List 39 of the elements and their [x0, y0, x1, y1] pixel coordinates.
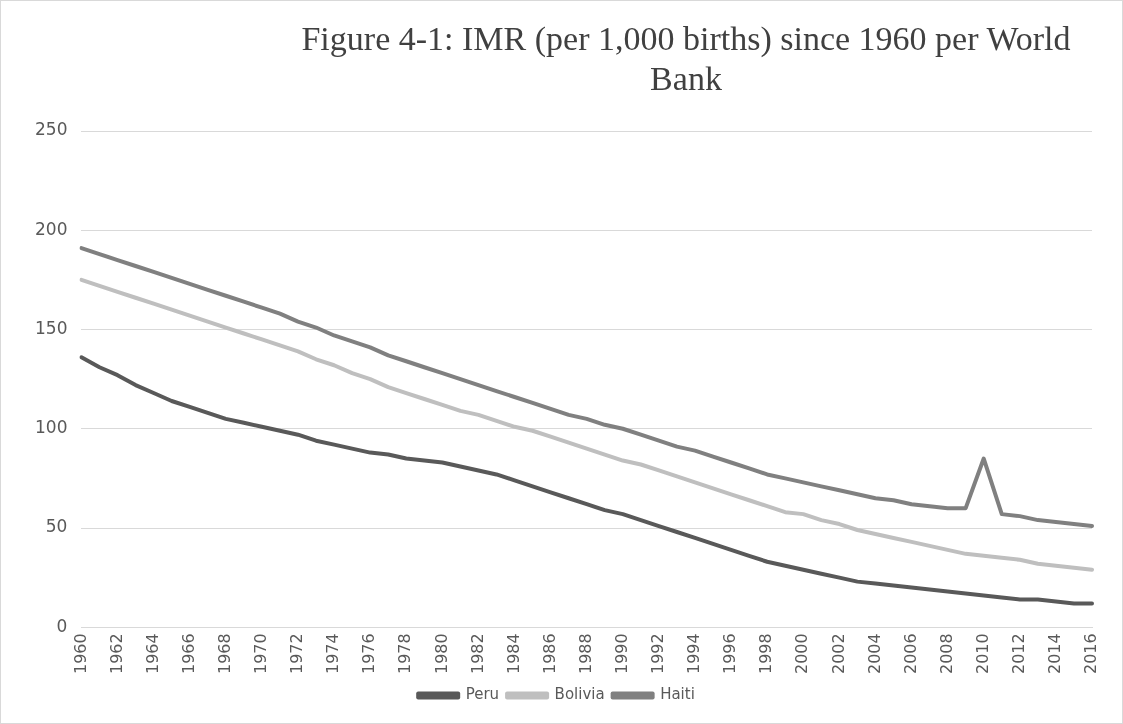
- x-tick-label: 1980: [431, 633, 451, 674]
- x-tick-label: 1988: [575, 633, 595, 674]
- y-tick-label: 0: [56, 615, 68, 636]
- x-tick-label: 2002: [828, 633, 848, 674]
- x-tick-label: 2014: [1045, 633, 1065, 674]
- x-tick-label: 1974: [323, 633, 343, 674]
- x-tick-label: 1970: [251, 633, 271, 674]
- x-tick-label: 1996: [720, 633, 740, 674]
- y-tick-label: 50: [45, 516, 68, 537]
- x-tick-label: 2012: [1008, 633, 1028, 674]
- x-tick-label: 1982: [467, 633, 487, 674]
- x-tick-label: 1968: [214, 633, 234, 674]
- y-tick-label: 250: [34, 119, 68, 140]
- x-tick-label: 1998: [756, 633, 776, 674]
- x-tick-label: 2004: [864, 633, 884, 674]
- x-tick-label: 1992: [648, 633, 668, 674]
- x-tick-label: 2010: [972, 633, 992, 674]
- x-tick-label: 1972: [287, 633, 307, 674]
- y-tick-label: 150: [34, 317, 68, 338]
- x-tick-label: 1984: [503, 633, 523, 674]
- x-tick-label: 1960: [70, 633, 90, 674]
- x-tick-label: 1986: [539, 633, 559, 674]
- x-tick-label: 1962: [106, 633, 126, 674]
- x-tick-label: 1976: [359, 633, 379, 674]
- x-tick-label: 1964: [142, 633, 162, 674]
- x-tick-label: 1978: [395, 633, 415, 674]
- x-tick-label: 2016: [1081, 633, 1101, 674]
- legend-label: Haiti: [660, 685, 695, 704]
- x-tick-label: 1994: [684, 633, 704, 674]
- legend-label: Bolivia: [554, 685, 605, 704]
- y-tick-label: 100: [34, 417, 68, 438]
- chart-title: Figure 4-1: IMR (per 1,000 births) since 1960 per World Bank: [300, 19, 1072, 99]
- x-tick-label: 2000: [792, 633, 812, 674]
- x-tick-label: 1990: [611, 633, 631, 674]
- x-tick-label: 2008: [936, 633, 956, 674]
- y-tick-label: 200: [34, 218, 68, 239]
- x-tick-label: 2006: [900, 633, 920, 674]
- x-tick-label: 1966: [178, 633, 198, 674]
- legend-label: Peru: [465, 685, 500, 704]
